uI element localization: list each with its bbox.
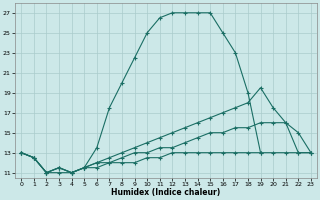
X-axis label: Humidex (Indice chaleur): Humidex (Indice chaleur) [111,188,221,197]
